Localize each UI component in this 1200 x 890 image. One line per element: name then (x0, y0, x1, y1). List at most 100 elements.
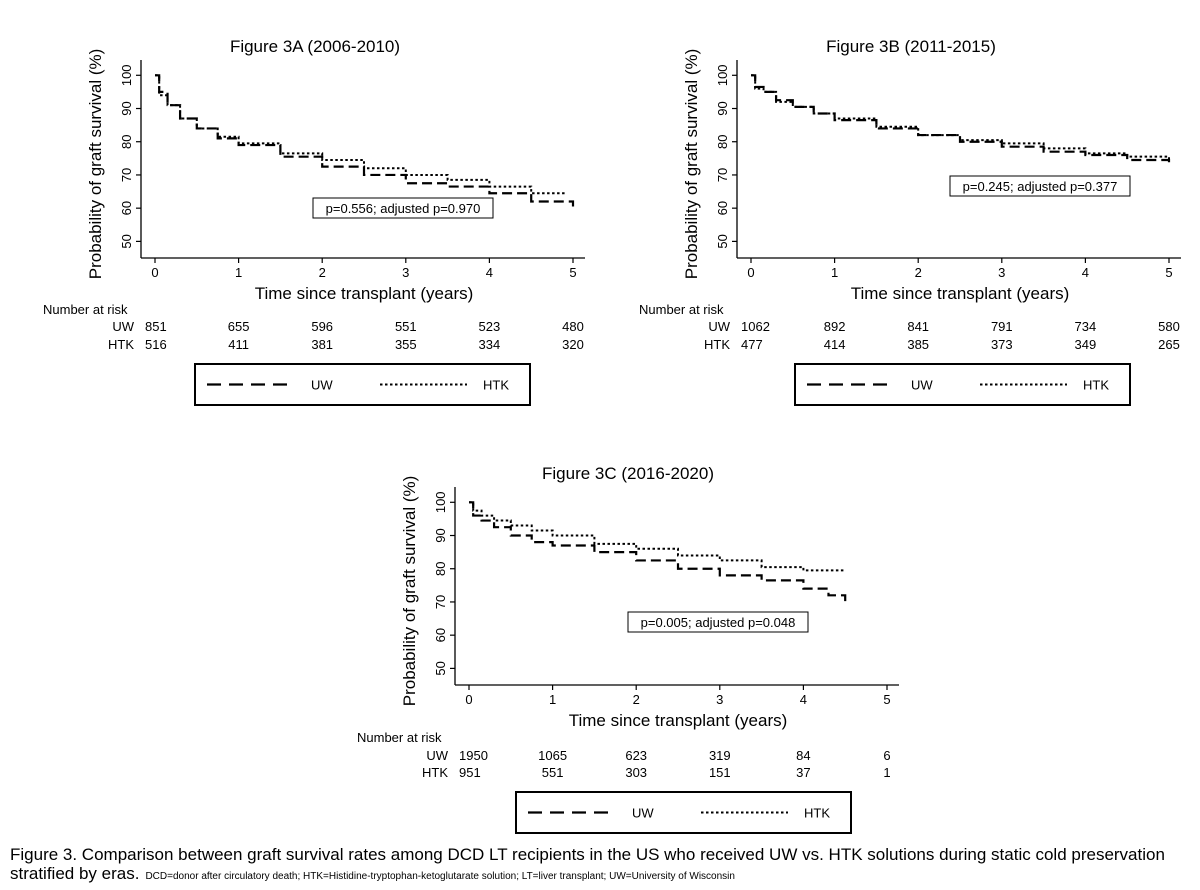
annotation-box (627, 611, 809, 633)
y-tick-label: 80 (119, 134, 134, 148)
x-tick-label: 3 (402, 265, 409, 280)
x-tick-label: 0 (151, 265, 158, 280)
survival-curve-uw (469, 501, 847, 606)
y-tick-label: 70 (433, 595, 448, 609)
y-tick-label: 60 (119, 201, 134, 215)
x-axis-label: Time since transplant (years) (851, 284, 1070, 303)
risk-value: 951 (459, 765, 481, 780)
risk-value: 580 (1158, 319, 1180, 334)
x-tick-label: 0 (747, 265, 754, 280)
chart-panel-2: Figure 3B (2011-2015) 50 60 70 80 90 100 0 1 2 3 4 5… (639, 37, 1181, 406)
x-tick-label: 5 (883, 692, 890, 707)
y-tick-label: 90 (433, 528, 448, 542)
x-tick-label: 5 (1165, 265, 1172, 280)
x-tick-label: 1 (831, 265, 838, 280)
risk-value: 303 (625, 765, 647, 780)
y-axis-label: Probability of graft survival (%) (400, 476, 419, 707)
legend-label-uw: UW (911, 378, 933, 393)
risk-value: 734 (1075, 319, 1097, 334)
x-tick-label: 3 (716, 692, 723, 707)
x-tick-label: 2 (319, 265, 326, 280)
risk-value: 1065 (538, 748, 567, 763)
risk-value: 892 (824, 319, 846, 334)
annotation-text: p=0.245; adjusted p=0.377 (963, 179, 1118, 194)
risk-value: 411 (228, 337, 249, 352)
y-tick-label: 60 (715, 201, 730, 215)
risk-value: 551 (395, 319, 417, 334)
caption-notes: DCD=donor after circulatory death; HTK=H… (145, 871, 735, 882)
risk-value: 6 (883, 748, 890, 763)
risk-value: 381 (311, 337, 333, 352)
x-tick-label: 2 (915, 265, 922, 280)
risk-value: 355 (395, 337, 417, 352)
chart-title: Figure 3A (2006-2010) (230, 37, 400, 56)
risk-value: 414 (824, 337, 846, 352)
y-tick-label: 80 (433, 561, 448, 575)
risk-value: 841 (907, 319, 929, 334)
risk-row-label: UW (708, 319, 730, 334)
risk-value: 1950 (459, 748, 488, 763)
x-tick-label: 4 (1082, 265, 1089, 280)
legend-label-htk: HTK (483, 378, 509, 393)
risk-value: 385 (907, 337, 929, 352)
x-tick-label: 5 (569, 265, 576, 280)
caption-main: Figure 3. Comparison between graft survi… (10, 845, 1165, 883)
survival-curve-htk (751, 74, 1170, 162)
x-tick-label: 2 (633, 692, 640, 707)
risk-value: 334 (479, 337, 501, 352)
x-tick-label: 1 (549, 692, 556, 707)
risk-value: 516 (145, 337, 167, 352)
y-axis-label: Probability of graft survival (%) (86, 49, 105, 280)
y-tick-label: 50 (433, 661, 448, 675)
x-axis-label: Time since transplant (years) (255, 284, 474, 303)
legend-label-htk: HTK (1083, 378, 1109, 393)
risk-table-title: Number at risk (357, 730, 442, 745)
risk-value: 480 (562, 319, 584, 334)
legend-label-uw: UW (311, 378, 333, 393)
risk-value: 851 (145, 319, 167, 334)
risk-value: 1 (883, 765, 890, 780)
legend-box (794, 363, 1131, 406)
y-tick-label: 50 (119, 234, 134, 248)
legend-box (194, 363, 531, 406)
x-tick-label: 4 (486, 265, 493, 280)
y-tick-label: 70 (715, 168, 730, 182)
annotation-box (312, 197, 494, 219)
y-tick-label: 100 (433, 491, 448, 513)
risk-value: 1062 (741, 319, 770, 334)
y-tick-label: 100 (715, 64, 730, 86)
risk-value: 551 (542, 765, 564, 780)
y-tick-label: 100 (119, 64, 134, 86)
risk-value: 655 (228, 319, 250, 334)
x-tick-label: 4 (800, 692, 807, 707)
risk-row-label: UW (426, 748, 448, 763)
risk-value: 791 (991, 319, 1013, 334)
risk-value: 319 (709, 748, 731, 763)
risk-value: 596 (311, 319, 333, 334)
annotation-text: p=0.556; adjusted p=0.970 (326, 201, 481, 216)
x-tick-label: 0 (465, 692, 472, 707)
risk-row-label: HTK (108, 337, 134, 352)
annotation-box (949, 175, 1131, 197)
y-tick-label: 60 (433, 628, 448, 642)
risk-value: 477 (741, 337, 763, 352)
risk-value: 623 (625, 748, 647, 763)
risk-value: 373 (991, 337, 1013, 352)
chart-panel-1: Figure 3A (2006-2010) 50 60 70 80 90 100 0 1 2 3 4 5… (43, 37, 585, 406)
risk-table-title: Number at risk (639, 302, 724, 317)
survival-curve-htk (155, 74, 565, 195)
x-tick-label: 1 (235, 265, 242, 280)
y-tick-label: 90 (119, 101, 134, 115)
chart-panel-3: Figure 3C (2016-2020) 50 60 70 80 90 100 0 1 2 3 4 5… (357, 464, 899, 834)
risk-row-label: HTK (422, 765, 448, 780)
risk-value: 84 (796, 748, 810, 763)
survival-curve-uw (751, 74, 1171, 165)
y-tick-label: 70 (119, 168, 134, 182)
risk-value: 349 (1075, 337, 1097, 352)
risk-row-label: UW (112, 319, 134, 334)
risk-value: 523 (479, 319, 501, 334)
chart-title: Figure 3C (2016-2020) (542, 464, 714, 483)
figure-caption: Figure 3. Comparison between graft survi… (10, 845, 1190, 886)
y-tick-label: 80 (715, 134, 730, 148)
